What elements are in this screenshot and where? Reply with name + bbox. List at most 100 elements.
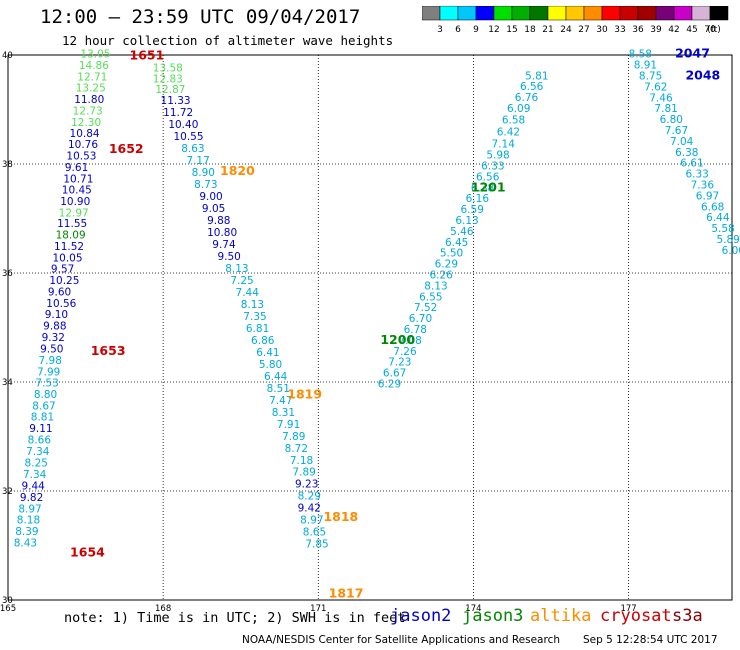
- wave-height-value: 9.88: [207, 215, 230, 227]
- pass-time-label: 2047: [675, 46, 710, 61]
- wave-height-value: 7.98: [39, 355, 62, 367]
- wave-height-value: 10.84: [70, 128, 100, 140]
- wave-height-value: 6.33: [685, 169, 708, 181]
- wave-height-value: 6.44: [264, 371, 288, 383]
- wave-height-value: 6.13: [455, 215, 478, 227]
- wave-height-value: 9.44: [21, 480, 45, 492]
- footer-credit: NOAA/NESDIS Center for Satellite Applica…: [242, 634, 560, 646]
- y-tick-label: 32: [2, 487, 13, 497]
- wave-height-value: 9.10: [45, 309, 68, 321]
- wave-height-value: 8.97: [18, 503, 41, 515]
- pass-time-label: 2048: [685, 68, 720, 83]
- wave-height-value: 8.13: [424, 280, 447, 292]
- color-scale-label: 15: [506, 25, 517, 35]
- wave-height-value: 7.44: [236, 287, 260, 299]
- color-scale-label: 6: [455, 25, 461, 35]
- pass-time-label: 1654: [70, 544, 105, 559]
- wave-height-value: 6.44: [706, 212, 730, 224]
- wave-height-value: 6.68: [701, 201, 724, 213]
- wave-height-value: 12.87: [155, 84, 185, 96]
- legend-jason2: jason2: [390, 606, 452, 626]
- wave-height-value: 6.55: [419, 291, 442, 303]
- wave-height-value: 9.82: [20, 492, 43, 504]
- pass-time-label: 1820: [220, 163, 255, 178]
- wave-height-value: 6.09: [507, 103, 530, 115]
- wave-height-value: 9.00: [199, 191, 222, 203]
- wave-height-value: 5.98: [486, 150, 509, 162]
- color-scale-label: 24: [560, 25, 572, 35]
- x-tick-label: 168: [155, 604, 171, 614]
- wave-height-value: 8.18: [17, 515, 40, 527]
- wave-height-value: 10.55: [173, 131, 203, 143]
- legend-altika: altika: [530, 606, 592, 626]
- wave-height-value: 7.62: [644, 81, 667, 93]
- color-scale-label: 12: [488, 25, 499, 35]
- color-scale-label: 42: [668, 25, 679, 35]
- wave-height-value: 7.17: [186, 155, 209, 167]
- wave-height-value: 8.31: [272, 407, 295, 419]
- color-scale-label: 27: [578, 25, 589, 35]
- wave-height-value: 8.72: [285, 443, 308, 455]
- wave-height-value: 6.80: [660, 114, 683, 126]
- wave-height-value: 8.29: [298, 491, 321, 503]
- wave-height-value: 5.81: [525, 71, 548, 83]
- wave-height-value: 12.30: [71, 117, 101, 129]
- wave-height-value: 6.42: [497, 127, 520, 139]
- x-tick-label: 174: [465, 604, 481, 614]
- color-scale-label: 45: [686, 25, 697, 35]
- color-scale-label: 30: [596, 25, 608, 35]
- pass-time-label: 1653: [91, 343, 126, 358]
- y-tick-label: 38: [2, 160, 13, 170]
- color-scale-label: 21: [542, 25, 553, 35]
- pass-time-label: 1652: [109, 141, 144, 156]
- wave-height-value: 10.56: [46, 298, 76, 310]
- wave-height-value: 9.88: [43, 321, 66, 333]
- wave-height-value: 6.61: [680, 158, 703, 170]
- wave-height-value: 8.66: [28, 435, 52, 447]
- wave-height-value: 8.39: [15, 526, 38, 538]
- wave-height-value: 6.33: [481, 160, 504, 172]
- wave-height-value: 7.67: [665, 125, 688, 137]
- wave-height-value: 10.80: [207, 227, 237, 239]
- color-scale-label: 18: [524, 25, 536, 35]
- legend-s3a: s3a: [672, 606, 703, 626]
- wave-height-value: 6.00: [722, 245, 740, 257]
- wave-height-value: 6.38: [675, 147, 698, 159]
- color-scale-label: 3: [437, 25, 443, 35]
- color-scale-label: 36: [632, 25, 644, 35]
- wave-height-value: 8.73: [194, 179, 217, 191]
- wave-height-value: 7.18: [290, 455, 313, 467]
- wave-height-value: 13.58: [153, 62, 183, 74]
- wave-height-value: 6.86: [251, 335, 275, 347]
- y-tick-label: 34: [2, 378, 13, 388]
- color-scale-label: 9: [473, 25, 479, 35]
- color-scale-unit: (ft): [707, 25, 721, 35]
- note-text: note: 1) Time is in UTC; 2) SWH is in fe…: [64, 610, 406, 626]
- wave-height-value: 14.86: [79, 60, 109, 72]
- wave-height-value: 12.73: [73, 105, 103, 117]
- wave-height-value: 6.81: [246, 323, 269, 335]
- wave-height-value: 8.90: [192, 167, 215, 179]
- wave-height-value: 8.58: [629, 49, 652, 61]
- legend-cryosat: cryosat: [600, 606, 672, 626]
- wave-height-value: 8.91: [634, 60, 657, 72]
- wave-height-value: 6.38: [471, 182, 494, 194]
- wave-height-value: 9.74: [212, 239, 236, 251]
- wave-height-value: 5.46: [450, 226, 474, 238]
- wave-height-value: 8.81: [31, 412, 54, 424]
- wave-height-value: 7.89: [292, 467, 315, 479]
- wave-height-value: 7.34: [26, 446, 50, 458]
- wave-height-value: 12.71: [77, 72, 107, 84]
- wave-height-value: 8.25: [25, 457, 48, 469]
- wave-height-value: 9.61: [65, 162, 88, 174]
- wave-height-value: 6.78: [404, 324, 427, 336]
- wave-height-value: 10.71: [63, 174, 93, 186]
- wave-height-value: 11.33: [161, 95, 191, 107]
- wave-height-value: 9.60: [48, 286, 71, 298]
- wave-height-value: 7.81: [654, 103, 677, 115]
- wave-height-value: 8.75: [639, 71, 662, 83]
- wave-height-value: 6.97: [696, 190, 719, 202]
- wave-height-value: 9.50: [217, 251, 240, 263]
- wave-height-value: 8.43: [14, 538, 37, 550]
- y-tick-label: 36: [2, 269, 13, 279]
